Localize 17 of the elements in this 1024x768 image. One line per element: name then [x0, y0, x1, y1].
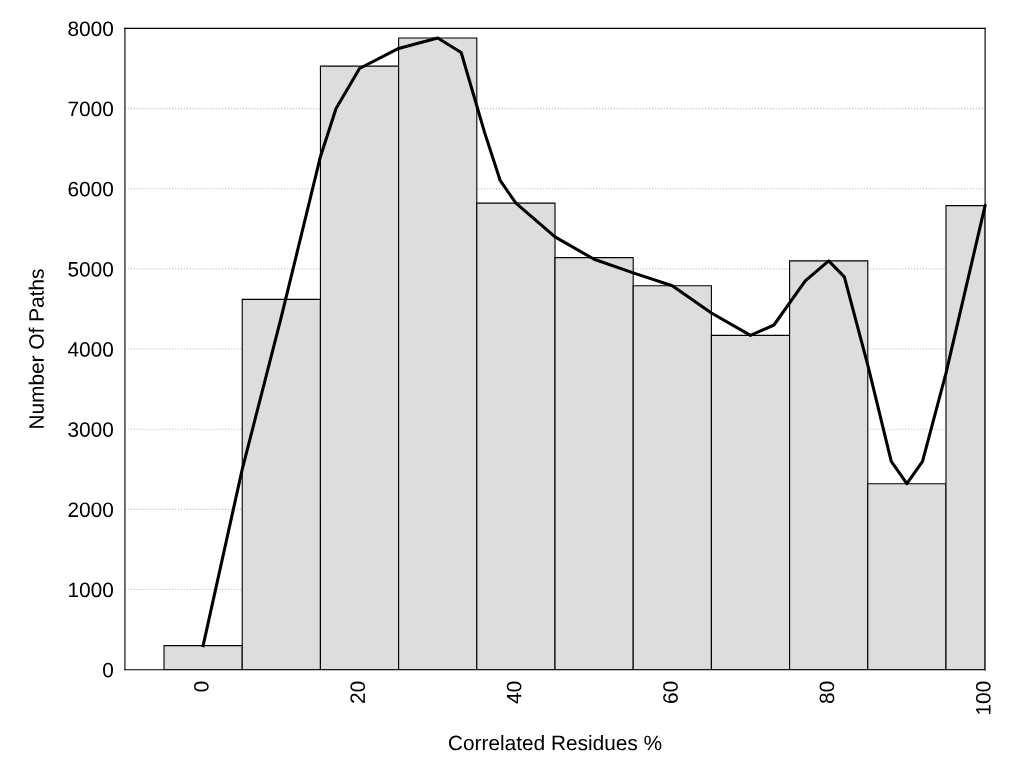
x-tick-label: 40 — [506, 681, 522, 704]
y-tick-label: 3000 — [68, 422, 114, 437]
y-tick-label: 4000 — [67, 342, 114, 357]
x-axis-title: Correlated Residues % — [448, 735, 662, 751]
y-tick-label: 6000 — [68, 181, 114, 197]
y-axis-title: Number Of Paths — [28, 269, 44, 428]
x-tick-label: 80 — [819, 681, 835, 704]
x-tick-label: 20 — [350, 681, 366, 703]
y-tick-label: 1000 — [69, 582, 114, 598]
y-tick-label: 0 — [103, 662, 113, 678]
x-tick-label: 60 — [663, 681, 678, 703]
y-tick-label: 2000 — [68, 502, 114, 518]
x-tick-label: 100 — [975, 681, 991, 714]
y-tick-label: 7000 — [68, 101, 114, 117]
y-tick-label: 5000 — [68, 261, 114, 277]
x-tick-label: 0 — [193, 681, 209, 692]
y-tick-label: 8000 — [68, 21, 114, 37]
